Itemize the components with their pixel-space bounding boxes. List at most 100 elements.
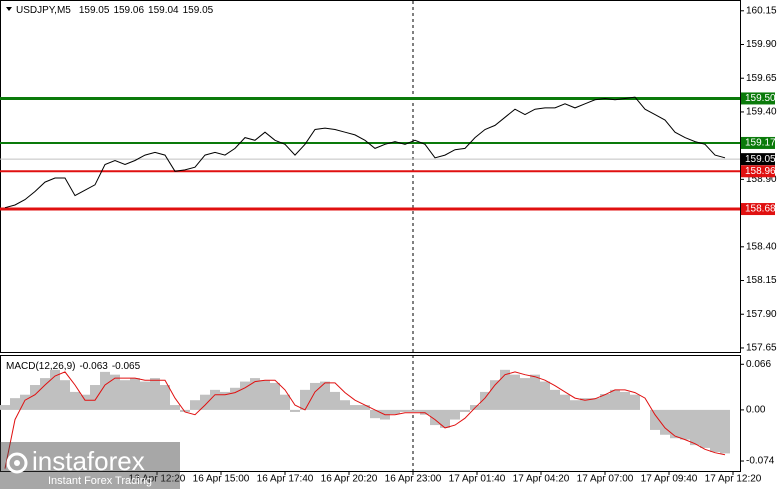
symbol: USDJPY,M5 [16, 5, 71, 16]
histogram-bar [450, 409, 460, 420]
brand: instaforex [32, 446, 145, 476]
level-label: 158.96 [745, 166, 776, 177]
histogram-bar [500, 369, 510, 410]
histogram-bar [80, 394, 90, 410]
histogram-bar [140, 381, 150, 410]
histogram-bar [630, 394, 640, 410]
histogram-bar [40, 378, 50, 410]
histogram-bar [690, 409, 700, 446]
y-tick-label: 157.90 [746, 309, 777, 320]
histogram-bar [280, 394, 290, 410]
histogram-bar [370, 409, 380, 419]
histogram-bar [250, 378, 260, 410]
histogram-bar [220, 391, 230, 410]
histogram-bar [530, 374, 540, 410]
level-label: 159.17 [745, 138, 776, 149]
histogram-bar [480, 391, 490, 410]
histogram-bar [150, 378, 160, 410]
histogram-bar [210, 389, 220, 410]
histogram-bar [20, 394, 30, 410]
level-label-bg [741, 165, 775, 178]
level-label: 159.50 [745, 93, 776, 104]
x-tick-label: 17 Apr 12:20 [705, 474, 762, 485]
watermark-bg [0, 442, 180, 489]
macd-readout: -0.065 [112, 361, 141, 372]
x-tick-label: 16 Apr 17:40 [257, 474, 314, 485]
plot: 160.15 159.90 159.65 159.40 158.90 158.40 158.… [0, 5, 777, 485]
x-tick-label: 16 Apr 12:20 [129, 474, 186, 485]
histogram-bar [30, 385, 40, 410]
y-tick-label: 0.00 [746, 405, 766, 416]
y-tick-label: 158.40 [746, 241, 777, 252]
histogram-bar [320, 381, 330, 410]
x-tick-label: 17 Apr 04:20 [513, 474, 570, 485]
price-line [4, 96, 726, 209]
y-tick-label: 160.15 [746, 5, 777, 16]
macd-frame [0, 355, 741, 472]
histogram-bar [10, 398, 20, 410]
watermark: instaforex Instant Forex Trading [0, 442, 180, 489]
histogram-bar [590, 398, 600, 410]
histogram-bar [350, 405, 360, 410]
histogram-bar [550, 389, 560, 410]
y-tick-label: 159.90 [746, 39, 777, 50]
level-label-bg [741, 203, 775, 216]
histogram-bar [180, 409, 190, 412]
histogram-bar [170, 405, 180, 410]
y-tick-label: 0.066 [746, 359, 771, 370]
histogram-bar [410, 409, 420, 412]
histogram-bar [200, 394, 210, 410]
histogram-bar [440, 409, 450, 428]
y-tick-label: 157.65 [746, 343, 777, 354]
histogram-bar [680, 409, 690, 440]
histogram-bar [330, 391, 340, 410]
main-frame [0, 0, 741, 353]
histogram-bar [490, 380, 500, 410]
histogram-bar [670, 409, 680, 439]
histogram-bar [90, 385, 100, 410]
ohlc-value: 159.04 [148, 5, 179, 16]
y-tick-label: -0.074 [746, 456, 775, 467]
x-tick-label: 16 Apr 20:20 [321, 474, 378, 485]
menu-arrow [6, 7, 12, 11]
macd-header: MACD(12,26,9) -0.063 -0.065 [6, 361, 141, 372]
histogram-bar [240, 381, 250, 410]
ohlc-value: 159.05 [79, 5, 110, 16]
histogram-bar [580, 398, 590, 410]
current-price-label: 159.05 [745, 154, 776, 165]
histogram-bar [390, 409, 400, 415]
histogram-bar [650, 409, 660, 430]
histogram-bar [50, 369, 60, 410]
tagline: Instant Forex Trading [48, 475, 152, 487]
x-tick-label: 17 Apr 01:40 [449, 474, 506, 485]
level-label-bg [741, 92, 775, 105]
macd-title: MACD(12,26,9) [6, 361, 75, 372]
histogram-bar [360, 405, 370, 410]
logo-icon [6, 452, 28, 474]
histogram-bar [160, 385, 170, 410]
histogram-bar [300, 389, 310, 410]
histogram-bar [560, 394, 570, 410]
histogram-bar [130, 378, 140, 410]
x-tick-label: 16 Apr 23:00 [385, 474, 442, 485]
y-tick-label: 158.90 [746, 174, 777, 185]
symbol-header: USDJPY,M5 159.05 159.06 159.04 159.05 [16, 5, 214, 16]
ohlc-value: 159.06 [113, 5, 144, 16]
macd-readout: -0.063 [79, 361, 108, 372]
histogram-bar [230, 387, 240, 410]
level-label-bg [741, 136, 775, 149]
ohlc-value: 159.05 [183, 5, 214, 16]
histogram-bar [70, 391, 80, 410]
histogram-bar [430, 409, 440, 426]
histogram-bar [720, 409, 730, 454]
logo-dot [14, 460, 20, 466]
histogram-bar [570, 400, 580, 410]
histogram-bar [190, 400, 200, 410]
y-tick-label: 159.40 [746, 107, 777, 118]
signal-line [4, 371, 726, 469]
histogram-bar [340, 400, 350, 410]
histogram-bar [260, 380, 270, 410]
histogram-bar [540, 381, 550, 410]
level-label: 158.68 [745, 204, 776, 215]
